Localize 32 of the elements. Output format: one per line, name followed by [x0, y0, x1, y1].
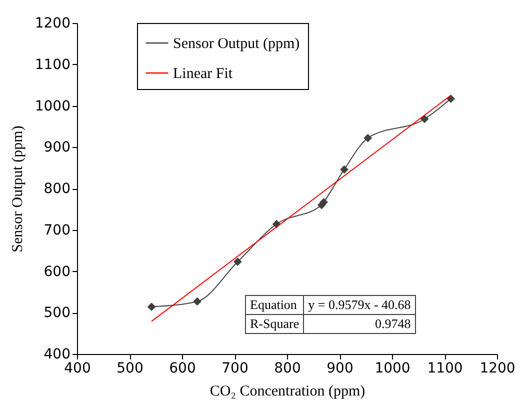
y-axis-title: Sensor Output (ppm) [10, 126, 26, 252]
y-tick-label: 900 [44, 140, 70, 156]
y-tick-label: 800 [44, 181, 70, 197]
point [193, 297, 202, 306]
legend-label: Sensor Output (ppm) [173, 36, 300, 52]
x-tick-label: 400 [64, 360, 91, 376]
x-tick-label: 1100 [427, 360, 463, 376]
x-tick-label: 900 [326, 360, 354, 376]
x-axis-title: CO₂ Concentration (ppm) [210, 384, 366, 400]
point [340, 165, 348, 174]
y-tick-label: 1000 [34, 98, 70, 114]
x-tick-label: 500 [116, 360, 144, 376]
y-tick-label: 600 [44, 264, 70, 280]
x-tick-label: 800 [274, 360, 301, 376]
x-tick-label: 1200 [480, 360, 516, 376]
annotation: R-Square [246, 314, 304, 334]
y-tick-label: 700 [44, 222, 70, 238]
point [420, 114, 429, 124]
point [233, 258, 242, 266]
y-tick-label: 1200 [34, 16, 70, 32]
x-tick-label: 700 [222, 360, 248, 376]
annotation: Equation [246, 296, 304, 314]
annotation: 0.9748 [304, 314, 416, 334]
point [147, 302, 156, 312]
annotation: y = 0.9579x - 40.68 [304, 296, 416, 314]
y-tick-label: 1100 [34, 56, 70, 73]
y-tick-label: 500 [44, 305, 70, 322]
x-tick-label: 600 [169, 360, 196, 376]
x-tick-label: 1000 [374, 360, 410, 376]
y-tick-label: 400 [44, 346, 70, 362]
point [364, 134, 372, 142]
legend-label: Linear Fit [173, 66, 234, 82]
